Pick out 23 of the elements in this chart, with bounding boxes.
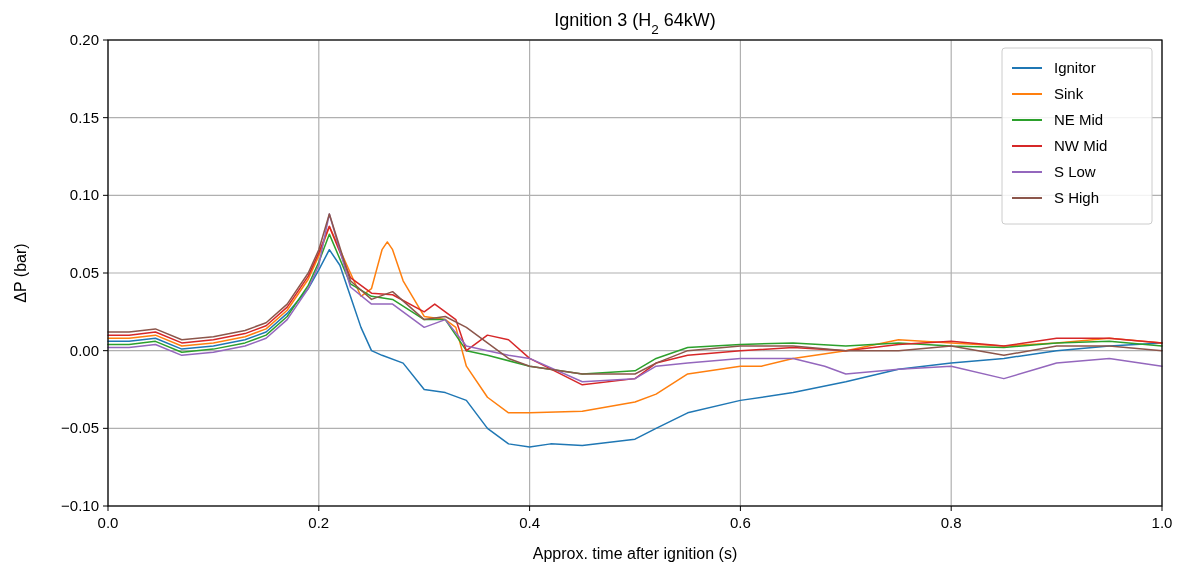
y-tick-label: 0.10 (69, 186, 99, 204)
x-tick-label: 0.6 (729, 514, 751, 531)
y-tick-label: −0.05 (61, 419, 99, 437)
x-axis-title: Approx. time after ignition (s) (532, 545, 738, 562)
chart-title: Ignition 3 (H$_{2}$ 64kW) (554, 10, 716, 37)
legend-label: Sink (1054, 85, 1084, 102)
y-axis-title: ΔP (bar) (12, 243, 29, 303)
legend-label: Ignitor (1054, 59, 1096, 76)
y-tick-label: 0.00 (69, 341, 99, 359)
y-tick-label: 0.05 (69, 264, 99, 281)
y-tick-label: 0.15 (69, 108, 99, 126)
x-tick-label: 0.2 (308, 514, 330, 531)
y-tick-label: −0.10 (61, 497, 99, 514)
legend-label: NE Mid (1054, 111, 1104, 128)
legend-label: S Low (1054, 163, 1096, 180)
y-tick-label: 0.20 (69, 31, 99, 48)
legend-label: S High (1054, 189, 1100, 206)
legend-label: NW Mid (1054, 137, 1108, 154)
x-tick-label: 1.0 (1151, 514, 1173, 531)
x-tick-label: 0.8 (940, 514, 962, 531)
x-tick-label: 0.4 (519, 514, 541, 531)
line-series (107, 248, 1163, 448)
x-tick-label: 0.0 (97, 514, 119, 531)
